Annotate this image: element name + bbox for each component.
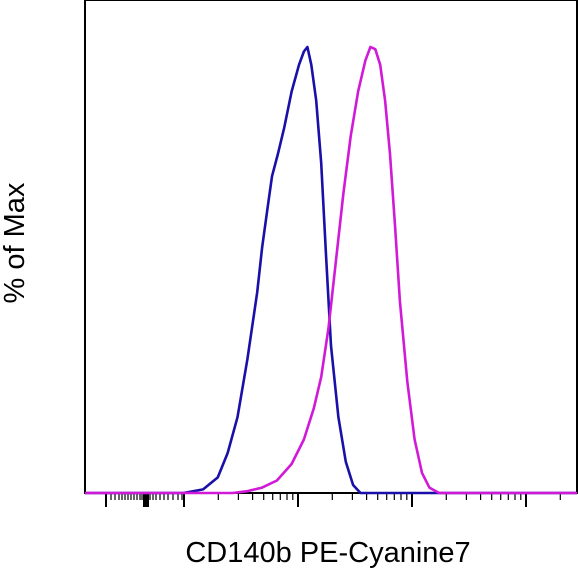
series-layer bbox=[85, 45, 577, 495]
x-axis-ticks bbox=[105, 493, 561, 507]
y-axis-label: % of Max bbox=[0, 182, 31, 303]
histogram-series-2 bbox=[85, 45, 577, 495]
plot-frame bbox=[84, 0, 578, 494]
histogram-series-1 bbox=[85, 45, 577, 495]
x-axis-label: CD140b PE-Cyanine7 bbox=[185, 537, 470, 569]
